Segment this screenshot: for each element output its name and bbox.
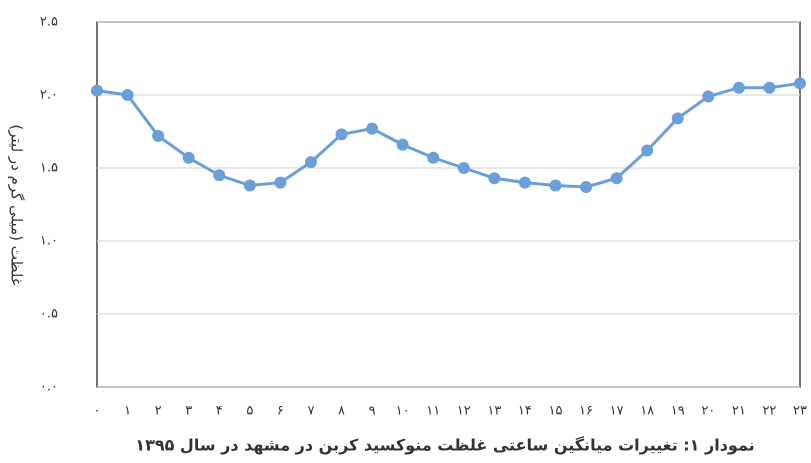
- data-point: [518, 176, 531, 189]
- x-tick-label: ۱: [124, 404, 131, 419]
- x-tick-label: ۱۰: [396, 404, 410, 419]
- x-tick-label: ۱۳: [487, 404, 501, 419]
- data-point: [549, 179, 562, 192]
- data-point: [121, 89, 134, 101]
- x-tick-label: ۱۱: [426, 404, 440, 419]
- data-point: [763, 81, 776, 94]
- y-tick-label: ۲.۰: [40, 88, 58, 103]
- x-tick-label: ۸: [338, 404, 345, 419]
- data-point: [274, 176, 287, 189]
- data-point: [213, 169, 226, 182]
- data-point: [91, 84, 103, 97]
- x-tick-label: ۲۲: [762, 404, 776, 419]
- data-point: [671, 112, 684, 125]
- x-tick-label: ۰: [94, 404, 101, 419]
- x-tick-label: ۱۵: [548, 404, 562, 419]
- plot-frame: [96, 21, 801, 388]
- x-tick-label: ۲۳: [793, 404, 807, 419]
- data-point: [396, 138, 409, 151]
- data-point: [152, 129, 165, 142]
- x-tick-label: ۱۴: [518, 404, 532, 419]
- data-point: [488, 172, 501, 185]
- y-axis-label: غلظت (میلی گرم در لیتر): [8, 124, 26, 285]
- data-point: [794, 77, 806, 90]
- data-point: [732, 81, 745, 94]
- x-tick-label: ۱۹: [671, 404, 685, 419]
- x-tick-label: ۱۷: [610, 404, 624, 419]
- x-tick-label: ۷: [307, 404, 314, 419]
- x-tick-label: ۳: [185, 404, 192, 419]
- data-point: [641, 144, 654, 157]
- x-tick-label: ۱۲: [457, 404, 471, 419]
- x-tick-label: ۴: [216, 404, 223, 419]
- y-tick-label: ۱.۰: [40, 234, 58, 249]
- x-tick-label: ۲۰: [701, 404, 715, 419]
- y-tick-label: ۲.۵: [40, 15, 58, 30]
- data-point: [366, 122, 379, 135]
- data-point: [457, 162, 470, 174]
- x-tick-label: ۱۶: [579, 404, 593, 419]
- data-point: [610, 172, 623, 185]
- data-point: [427, 151, 440, 164]
- y-tick-label: ۰.۰: [40, 380, 58, 395]
- data-point: [580, 180, 593, 193]
- chart-title: نمودار ۱: تغییرات میانگین ساعتی غلظت منو…: [135, 436, 754, 455]
- x-tick-label: ۵: [246, 404, 253, 419]
- data-point: [304, 156, 317, 169]
- data-point: [702, 90, 715, 103]
- data-point: [182, 151, 195, 164]
- x-tick-label: ۱۸: [640, 404, 654, 419]
- x-tick-label: ۹: [369, 404, 376, 419]
- x-tick-label: ۲: [155, 404, 162, 419]
- y-tick-label: ۰.۵: [40, 307, 58, 322]
- y-tick-label: ۱.۵: [40, 161, 58, 176]
- x-tick-label: ۶: [277, 404, 284, 419]
- data-point: [243, 179, 256, 192]
- data-point: [335, 128, 348, 141]
- x-tick-label: ۲۱: [732, 404, 746, 419]
- data-line: [96, 81, 801, 189]
